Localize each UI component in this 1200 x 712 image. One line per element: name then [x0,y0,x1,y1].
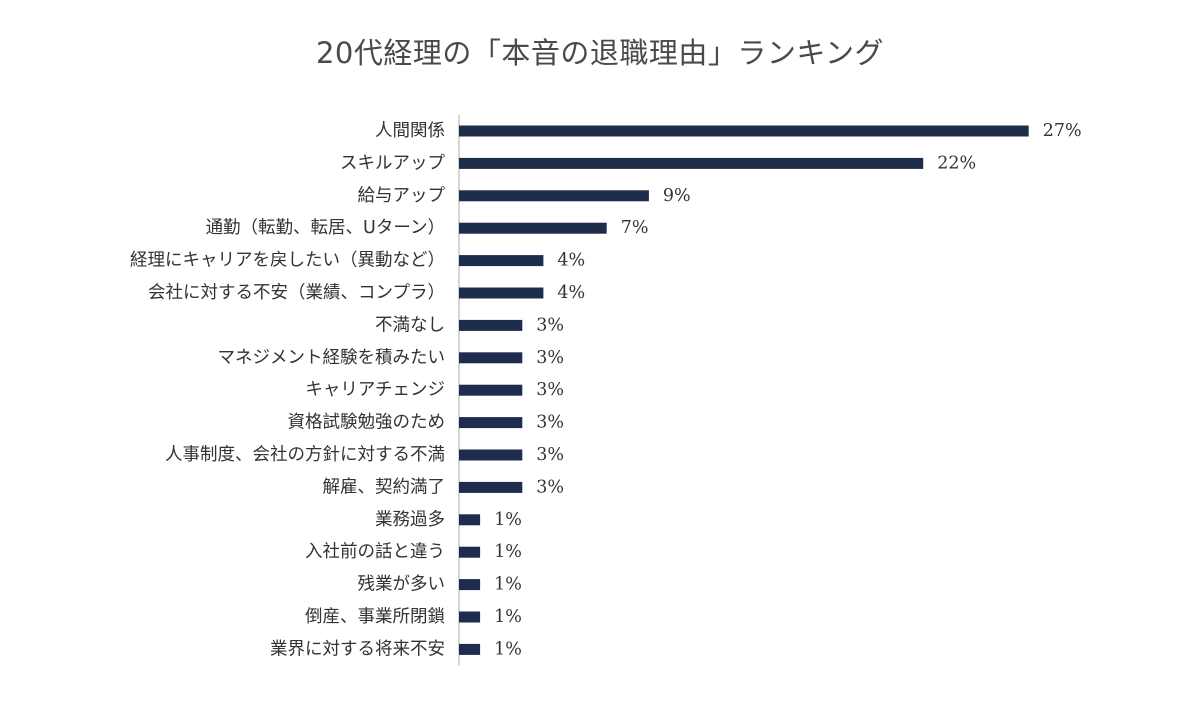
value-label-11: 3% [536,445,564,465]
category-label-17: 業界に対する将来不安 [270,639,445,659]
category-label-7: 不満なし [375,315,445,335]
bars-group [459,125,1029,655]
bar-9 [459,384,523,396]
bar-10 [459,417,523,429]
value-label-15: 1% [494,575,522,595]
category-label-3: 給与アップ [358,186,446,206]
value-label-14: 1% [494,542,522,562]
bar-6 [459,287,544,299]
category-label-13: 業務過多 [375,510,445,530]
category-label-10: 資格試験勉強のため [288,413,446,433]
value-label-13: 1% [494,510,522,530]
value-label-7: 3% [536,315,564,335]
bar-12 [459,481,523,493]
bar-2 [459,157,924,169]
bar-5 [459,255,544,267]
value-label-3: 9% [663,186,691,206]
bar-13 [459,514,481,526]
bar-16 [459,611,481,623]
value-label-6: 4% [557,283,585,303]
category-label-5: 経理にキャリアを戻したい（異動など） [130,251,445,271]
bar-3 [459,190,649,202]
bar-4 [459,222,607,234]
category-label-9: キャリアチェンジ [305,380,445,400]
category-label-8: マネジメント経験を積みたい [218,348,446,368]
bar-14 [459,546,481,558]
value-label-8: 3% [536,348,564,368]
value-label-5: 4% [557,251,585,271]
category-label-2: スキルアップ [340,153,445,173]
bar-11 [459,449,523,461]
category-label-4: 通勤（転勤、転居、Uターン） [206,218,445,238]
chart-title: 20代経理の「本音の退職理由」ランキング [315,36,885,70]
bar-15 [459,579,481,591]
bar-7 [459,319,523,331]
value-label-12: 3% [536,477,564,497]
value-label-9: 3% [536,380,564,400]
bar-17 [459,643,481,655]
category-label-16: 倒産、事業所閉鎖 [305,607,445,627]
value-labels-group: 27% 22% 9% 7% 4% 4% 3% 3% 3% 3% 3% 3% 1% 1% 1% 1% 1% [494,121,1082,659]
value-label-16: 1% [494,607,522,627]
category-label-6: 会社に対する不安（業績、コンプラ） [148,283,445,303]
value-label-4: 7% [621,218,649,238]
category-label-15: 残業が多い [358,575,446,595]
value-label-1: 27% [1043,121,1082,141]
value-label-10: 3% [536,413,564,433]
category-label-14: 入社前の話と違う [305,542,445,562]
bar-8 [459,352,523,364]
category-label-12: 解雇、契約満了 [323,477,446,497]
category-label-11: 人事制度、会社の方針に対する不満 [165,445,445,465]
bar-1 [459,125,1029,137]
category-label-1: 人間関係 [375,121,445,141]
value-label-2: 22% [937,153,976,173]
value-label-17: 1% [494,639,522,659]
